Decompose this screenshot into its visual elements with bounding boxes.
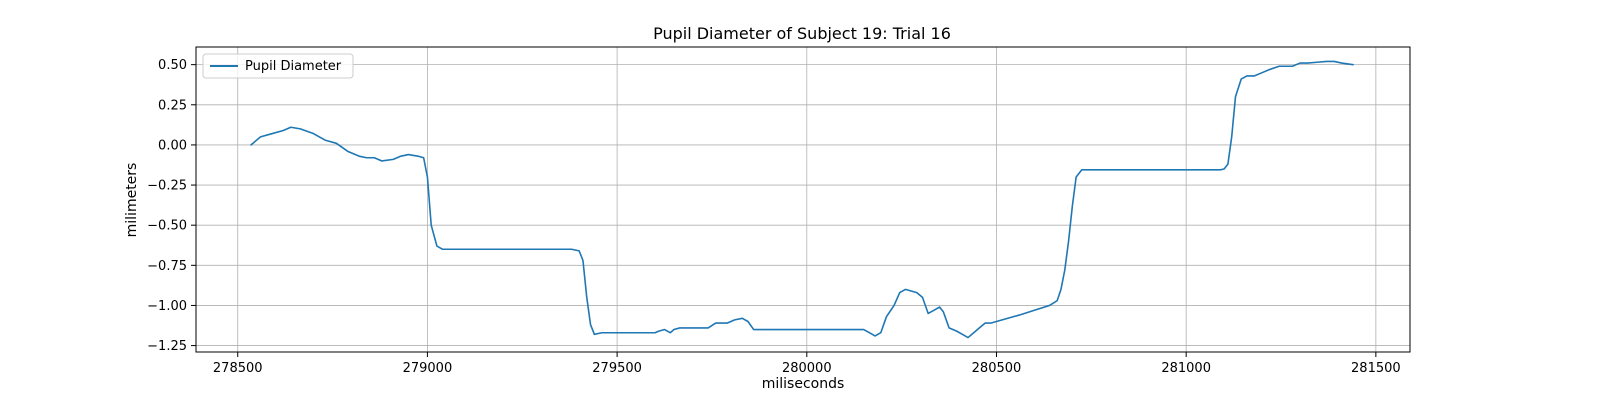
x-tick-label: 281000 — [1161, 361, 1211, 376]
y-tick-label: 0.00 — [158, 138, 187, 153]
x-tick-label: 280500 — [972, 361, 1022, 376]
y-tick-label: 0.50 — [158, 58, 187, 73]
y-axis-title: milimeters — [124, 163, 140, 238]
y-tick-label: −0.75 — [147, 259, 187, 274]
grid — [196, 47, 1410, 352]
legend: Pupil Diameter — [202, 53, 354, 79]
x-tick-label: 279000 — [403, 361, 453, 376]
legend-box — [202, 53, 354, 79]
y-tick-label: −0.50 — [147, 219, 187, 234]
plot-frame — [195, 46, 1411, 353]
y-axis: 0.50 0.25 0.00 −0.25 −0.50 −0.75 −1.00 −1.25 — [147, 58, 196, 354]
chart-title: Pupil Diameter of Subject 19: Trial 16 — [653, 24, 951, 43]
x-tick-label: 281500 — [1351, 361, 1401, 376]
x-axis-title: miliseconds — [762, 376, 845, 392]
x-tick-label: 280000 — [782, 361, 832, 376]
y-tick-label: −1.00 — [147, 299, 187, 314]
y-tick-label: 0.25 — [158, 98, 187, 113]
y-tick-label: −0.25 — [147, 179, 187, 194]
x-tick-label: 279500 — [592, 361, 642, 376]
x-axis: 278500 279000 279500 280000 280500 281000 2815… — [213, 352, 1401, 376]
x-tick-label: 278500 — [213, 361, 263, 376]
series-layer — [250, 60, 1354, 339]
legend-label: Pupil Diameter — [245, 59, 342, 74]
y-tick-label: −1.25 — [147, 339, 187, 354]
series-line-pupil-diameter — [250, 60, 1354, 339]
